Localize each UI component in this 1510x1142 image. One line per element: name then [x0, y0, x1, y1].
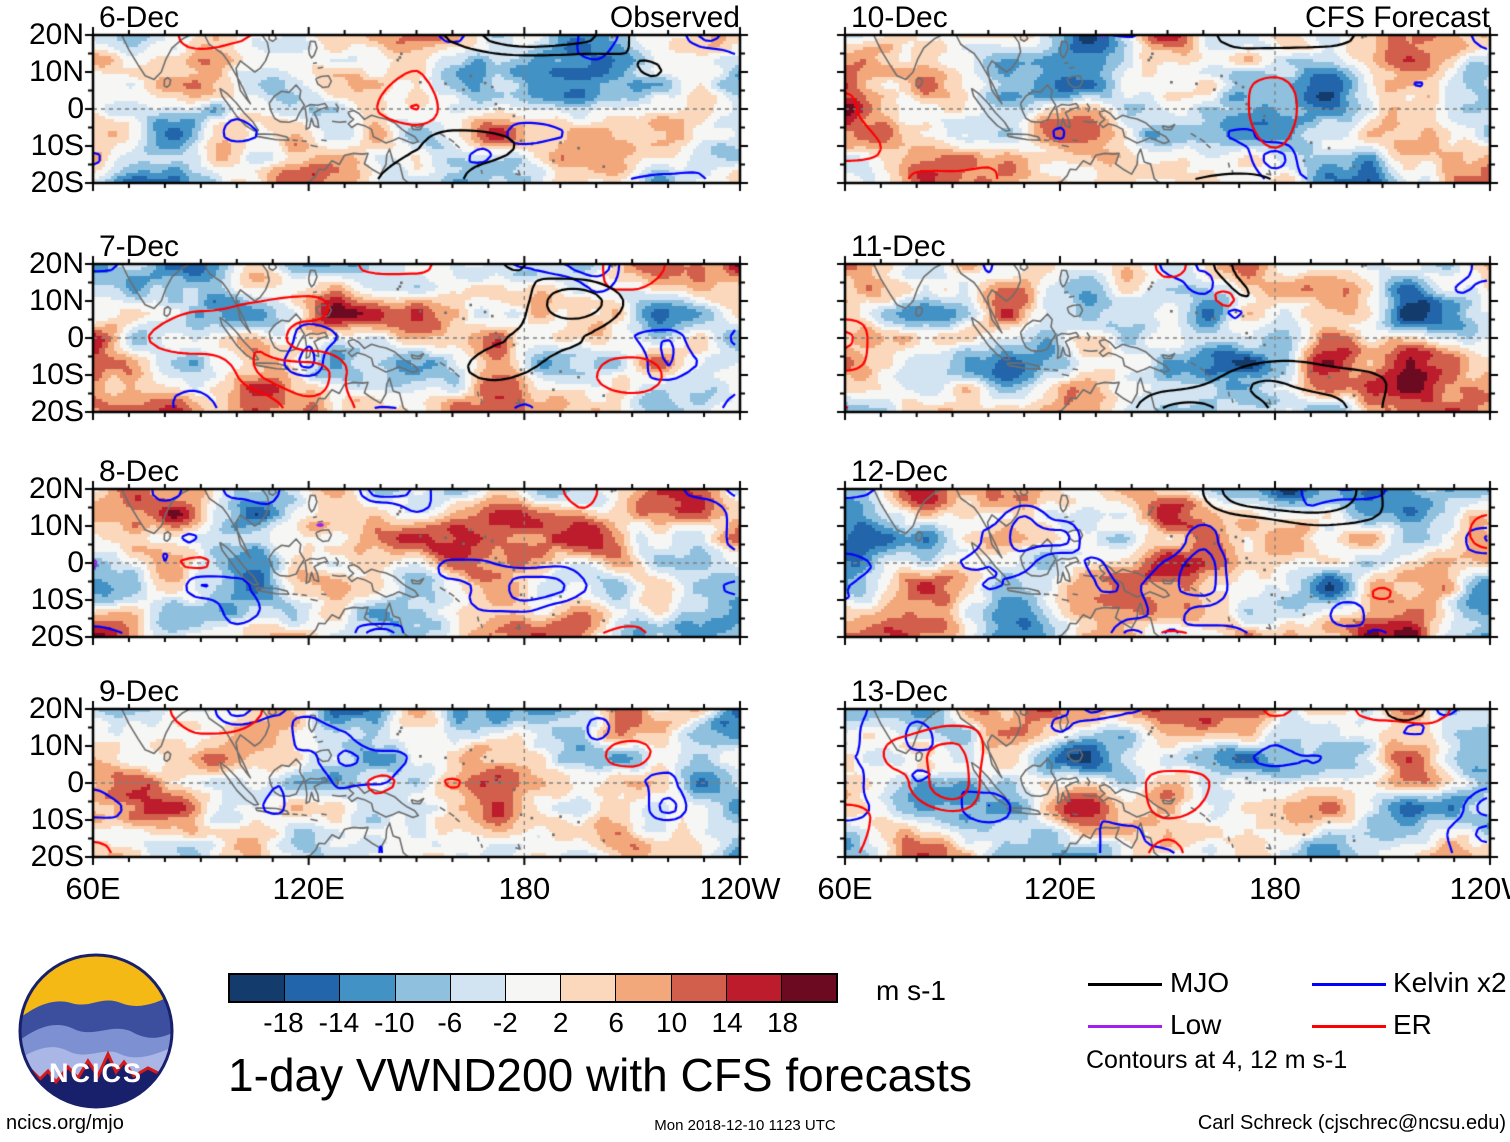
lat-label: 0: [67, 766, 84, 799]
colorbar-segment: [504, 975, 561, 1001]
lat-label: 10S: [30, 583, 84, 616]
map-panel-canvas: [84, 255, 749, 421]
map-panel-canvas: [84, 480, 749, 646]
colorbar-units-label: m s-1: [876, 975, 946, 1006]
lat-label: 10S: [30, 358, 84, 391]
legend-line-mjo: [1088, 983, 1162, 986]
lon-label: 180: [1249, 871, 1301, 906]
map-panel-canvas: [836, 26, 1499, 192]
colorbar-tick-label: -14: [318, 1007, 360, 1038]
legend-label-er: ER: [1393, 1009, 1432, 1040]
lat-label: 10S: [30, 803, 84, 836]
ncics-logo: NCICS: [18, 953, 174, 1109]
colorbar-segment: [339, 975, 395, 1001]
legend-line-kelvin: [1312, 983, 1386, 986]
map-panel-canvas: [836, 480, 1499, 646]
colorbar-segment: [615, 975, 671, 1001]
lat-label: 10S: [30, 129, 84, 162]
colorbar-segment: [780, 975, 837, 1001]
legend-line-er: [1312, 1025, 1386, 1028]
lat-label: 20S: [30, 395, 84, 428]
footer-timestamp: Mon 2018-12-10 1123 UTC: [654, 1117, 836, 1134]
lon-label: 60E: [817, 871, 873, 906]
lon-label: 180: [498, 871, 551, 906]
colorbar-tick-label: 6: [608, 1007, 624, 1038]
legend-label-mjo: MJO: [1170, 967, 1230, 998]
lat-label: 10N: [28, 284, 84, 317]
colorbar-tick-label: -10: [374, 1007, 415, 1038]
lon-label: 120E: [1023, 871, 1097, 906]
lon-label: 120W: [1449, 871, 1510, 906]
map-panel-canvas: [836, 700, 1499, 866]
colorbar-segment: [394, 975, 450, 1001]
map-panel-canvas: [84, 26, 749, 192]
colorbar-tick-label: 14: [711, 1007, 743, 1038]
colorbar-tick-label: 10: [656, 1007, 688, 1038]
colorbar-tick-label: -2: [492, 1007, 518, 1038]
lat-label: 20N: [28, 692, 84, 725]
lat-label: 0: [67, 321, 84, 354]
lat-label: 20S: [30, 166, 84, 199]
lat-label: 20N: [28, 247, 84, 280]
colorbar-tick-label: -6: [437, 1007, 463, 1038]
legend-label-low: Low: [1170, 1009, 1222, 1040]
footer-url: ncics.org/mjo: [6, 1112, 124, 1134]
colorbar-segment: [670, 975, 726, 1001]
colorbar-tick-label: 2: [552, 1007, 569, 1038]
map-panel-canvas: [836, 255, 1499, 421]
map-panel-canvas: [84, 700, 749, 866]
lat-label: 0: [67, 92, 84, 125]
lat-label: 20N: [28, 18, 84, 51]
lat-label: 0: [67, 546, 84, 579]
footer-author: Carl Schreck (cjschrec@ncsu.edu): [1197, 1112, 1506, 1134]
figure-title: 1-day VWND200 with CFS forecasts: [228, 1049, 972, 1101]
lat-label: 10N: [28, 509, 84, 542]
colorbar-tick-label: -18: [263, 1007, 304, 1038]
legend-note: Contours at 4, 12 m s-1: [1086, 1046, 1348, 1074]
colorbar-segment: [230, 975, 285, 1001]
lat-label: 10N: [28, 729, 84, 762]
colorbar-segment: [560, 975, 616, 1001]
colorbar-segment: [725, 975, 781, 1001]
lat-label: 20S: [30, 840, 84, 873]
colorbar-segment: [449, 975, 505, 1001]
logo-text: NCICS: [49, 1058, 143, 1088]
lon-label: 120E: [272, 871, 345, 906]
lon-label: 120W: [699, 871, 781, 906]
colorbar-tick-label: 18: [766, 1007, 799, 1038]
lat-label: 20S: [30, 620, 84, 653]
legend-line-low: [1088, 1025, 1162, 1028]
colorbar-segment: [284, 975, 340, 1001]
lon-label: 60E: [65, 871, 121, 906]
legend-label-kelvin: Kelvin x2: [1393, 967, 1507, 998]
colorbar: [228, 973, 838, 1003]
lat-label: 20N: [28, 472, 84, 505]
lat-label: 10N: [28, 55, 84, 88]
